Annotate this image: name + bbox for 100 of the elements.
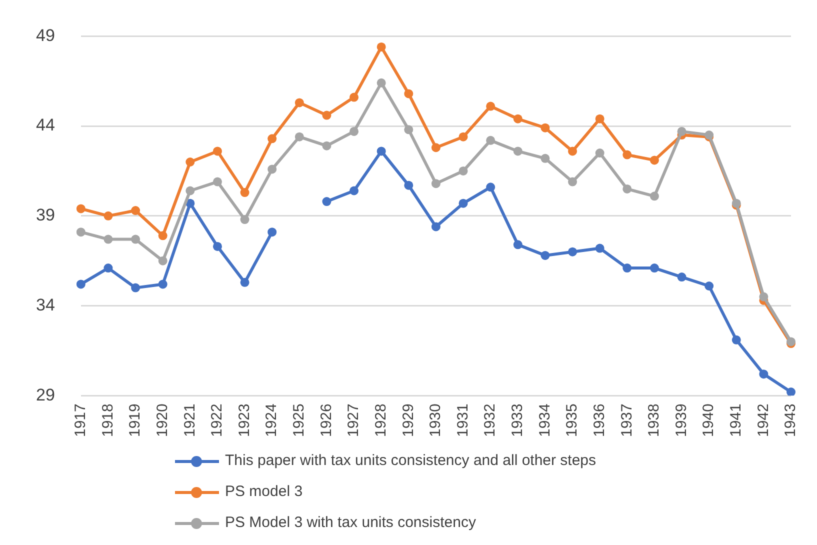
x-tick-label: 1941 [728,404,745,438]
legend-label: PS model 3 [225,483,303,500]
x-tick-label: 1923 [236,404,253,438]
point [76,228,86,237]
x-tick-label: 1936 [590,404,608,438]
point [540,154,550,163]
point [513,240,522,250]
point [458,132,468,142]
point [322,110,332,120]
x-tick-label: 1928 [372,404,390,438]
point [568,146,578,156]
point [268,228,277,237]
x-tick-label: 1918 [99,404,116,438]
x-tick-label: 1942 [754,404,772,438]
point [540,250,550,260]
point [212,146,222,156]
point [240,188,250,198]
x-tick-label: 1920 [154,404,171,438]
x-tick-label: 1932 [482,404,499,438]
point [76,204,86,214]
point [404,89,414,98]
point [322,197,332,206]
x-tick-label: 1931 [454,404,472,438]
point [240,215,250,224]
point [131,234,140,244]
y-tick-label: 39 [36,206,55,225]
y-tick-label: 49 [36,26,55,45]
point [513,114,522,124]
x-tick-label: 1919 [126,404,144,438]
point [704,282,714,291]
point [650,264,659,273]
point [131,206,140,216]
x-tick-label: 1926 [318,404,335,438]
point [759,370,768,379]
point [431,143,440,152]
point [595,148,604,158]
point [404,125,414,134]
y-tick-label: 44 [36,116,55,135]
point [376,78,386,88]
point [104,264,113,273]
legend-label: This paper with tax units consistency and all other steps [225,452,596,469]
point [677,272,686,282]
point [158,256,168,266]
point [568,177,578,186]
point [186,186,195,196]
point [212,242,222,251]
point [650,156,659,165]
x-tick-label: 1927 [345,404,362,438]
y-tick-label: 29 [36,385,55,404]
x-tick-label: 1921 [181,404,198,438]
point [268,164,277,174]
point [350,126,359,136]
point [431,179,440,188]
x-tick-label: 1940 [700,404,718,438]
point [376,146,386,156]
point [595,244,604,253]
point [158,231,168,240]
point [486,102,496,111]
point [732,335,741,344]
point [786,388,796,396]
point [158,280,168,289]
point [458,198,468,208]
point [622,184,632,194]
point [486,182,496,192]
point [540,123,550,132]
point [458,166,468,176]
point [650,192,659,201]
y-tick-label: 34 [36,295,55,314]
point [513,146,522,156]
point [104,234,113,244]
point [759,292,768,302]
point [294,98,304,108]
x-tick-label: 1937 [618,404,636,438]
point [404,180,414,190]
x-tick-label: 1943 [782,404,800,438]
x-tick-label: 1924 [263,404,280,438]
x-tick-label: 1938 [646,404,663,438]
x-tick-label: 1934 [536,404,554,438]
point [677,126,686,136]
point [376,42,386,52]
x-tick-label: 1935 [564,404,581,438]
x-tick-label: 1933 [509,404,526,438]
point [294,132,304,142]
point [350,92,359,102]
point [131,283,140,292]
point [622,264,632,273]
x-tick-label: 1939 [672,404,690,438]
point [240,278,250,287]
point [622,150,632,160]
x-tick-label: 1929 [400,404,417,438]
point [486,136,496,145]
point [568,247,578,256]
point [104,211,113,220]
x-tick-label: 1917 [72,404,90,438]
point [76,280,86,289]
legend-label: PS Model 3 with tax units consistency [225,514,476,531]
point [595,114,604,124]
point [322,141,332,150]
point [212,177,222,186]
x-tick-label: 1925 [290,404,308,438]
